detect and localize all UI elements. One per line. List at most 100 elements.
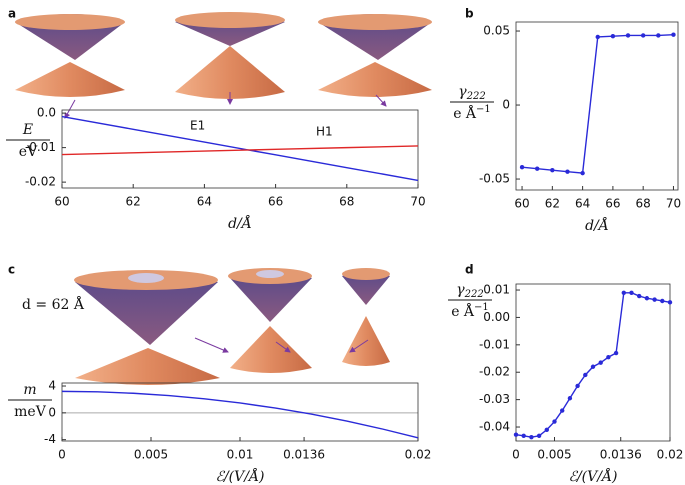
cone (75, 275, 218, 345)
y-tick-label: -0.05 (479, 172, 510, 186)
y-tick-label: 0 (48, 405, 56, 419)
x-tick-label: 0 (58, 448, 66, 462)
data-point (613, 350, 619, 356)
y-tick-label: -0.01 (479, 337, 510, 351)
y-label-superscript: −1 (476, 104, 491, 115)
data-point (595, 34, 600, 40)
data-point (667, 300, 673, 305)
y-axis-label: e Å−1 (453, 104, 491, 123)
y-tick-label: 0.0 (37, 106, 56, 120)
cone (15, 62, 125, 97)
x-tick-label: 64 (575, 197, 590, 211)
data-point (529, 434, 534, 440)
series-line (61, 390, 419, 439)
cone (342, 272, 390, 305)
data-point (513, 432, 519, 437)
arrow (275, 341, 291, 353)
y-tick-label: 0.05 (483, 24, 510, 38)
x-tick-label: 60 (514, 197, 529, 211)
y-tick-label: -0.02 (479, 365, 510, 379)
panel-letter: a (8, 7, 16, 21)
data-point (652, 297, 657, 302)
series-line (521, 34, 674, 174)
y-tick-label: -0.04 (479, 420, 510, 434)
cone (175, 46, 285, 99)
y-axis-label: e Å−1 (451, 302, 489, 321)
y-tick-label: -0.02 (25, 175, 56, 189)
x-tick-label: 64 (197, 195, 212, 209)
y-tick-label: 0.00 (483, 310, 510, 324)
x-tick-label: 0.0136 (283, 448, 325, 462)
x-tick-label: 0.01 (227, 448, 254, 462)
cone (318, 14, 432, 30)
arrow (349, 339, 369, 353)
cone (230, 326, 312, 373)
panel-letter: c (8, 263, 15, 277)
x-tick-label: 60 (54, 195, 69, 209)
data-point (621, 290, 626, 295)
x-tick-label: 0.02 (657, 448, 684, 462)
y-tick-label: 0.01 (483, 283, 510, 297)
y-tick-label: -0.03 (479, 392, 510, 406)
y-label-denominator: e Å (453, 104, 477, 122)
data-point (536, 433, 542, 438)
y-axis-label: E (22, 122, 33, 138)
arrow (375, 94, 387, 107)
x-tick-label: 0.005 (537, 448, 571, 462)
data-point (575, 383, 580, 389)
cone (230, 273, 312, 322)
cone (128, 273, 164, 283)
cone (342, 268, 390, 280)
y-axis-label: γ222 (458, 84, 485, 102)
x-tick-label: 70 (410, 195, 425, 209)
arrow (64, 99, 76, 119)
data-point (671, 32, 676, 37)
cone (175, 12, 285, 28)
illustrations (15, 12, 432, 385)
data-point (565, 169, 570, 174)
y-label-numerator: E (22, 122, 33, 138)
x-axis-label: ℰ/(V/Å) (568, 467, 617, 485)
y-label-numerator: m (23, 382, 36, 398)
x-axis-label: d/Å (228, 214, 252, 232)
y-tick-label: -0.01 (25, 140, 56, 154)
y-axis-label: meV (14, 404, 47, 420)
y-axis-label: eV (19, 144, 38, 160)
data-point (567, 396, 573, 401)
data-point (550, 167, 555, 173)
arrow (194, 337, 229, 353)
plot-frame (515, 283, 671, 442)
data-point (590, 364, 596, 369)
x-tick-label: 66 (268, 195, 283, 209)
cone (15, 14, 125, 30)
y-label-denominator: eV (19, 144, 38, 160)
plot-frame (515, 21, 679, 191)
y-label-denominator: e Å (451, 302, 475, 320)
data-point (640, 33, 646, 38)
x-tick-label: 68 (339, 195, 354, 209)
series-label: E1 (190, 119, 205, 133)
data-point (598, 360, 603, 365)
data-point (629, 290, 634, 295)
series-line (61, 145, 419, 156)
data-point (580, 170, 585, 176)
data-point (521, 433, 526, 438)
data-point (544, 427, 549, 432)
x-tick-label: 0 (512, 448, 520, 462)
x-tick-label: 66 (605, 197, 620, 211)
data-point (644, 296, 650, 301)
annotation: d = 62 Å (22, 295, 85, 313)
data-point (560, 408, 565, 413)
data-point (534, 166, 540, 171)
data-point (660, 298, 665, 304)
y-axis-label: γ222 (456, 282, 483, 300)
x-tick-label: 62 (545, 197, 560, 211)
series-line (61, 115, 419, 182)
data-point (610, 34, 616, 39)
y-tick-label: -4 (44, 432, 56, 446)
data-point (583, 372, 588, 378)
x-tick-label: 0.0136 (600, 448, 642, 462)
data-point (552, 419, 557, 424)
x-tick-label: 0.005 (134, 448, 168, 462)
